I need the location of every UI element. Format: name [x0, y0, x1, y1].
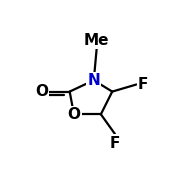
Text: N: N — [87, 73, 100, 88]
Text: F: F — [110, 136, 120, 151]
Text: O: O — [35, 84, 48, 99]
Text: Me: Me — [84, 33, 109, 48]
Text: F: F — [138, 77, 148, 92]
Text: O: O — [67, 107, 81, 122]
